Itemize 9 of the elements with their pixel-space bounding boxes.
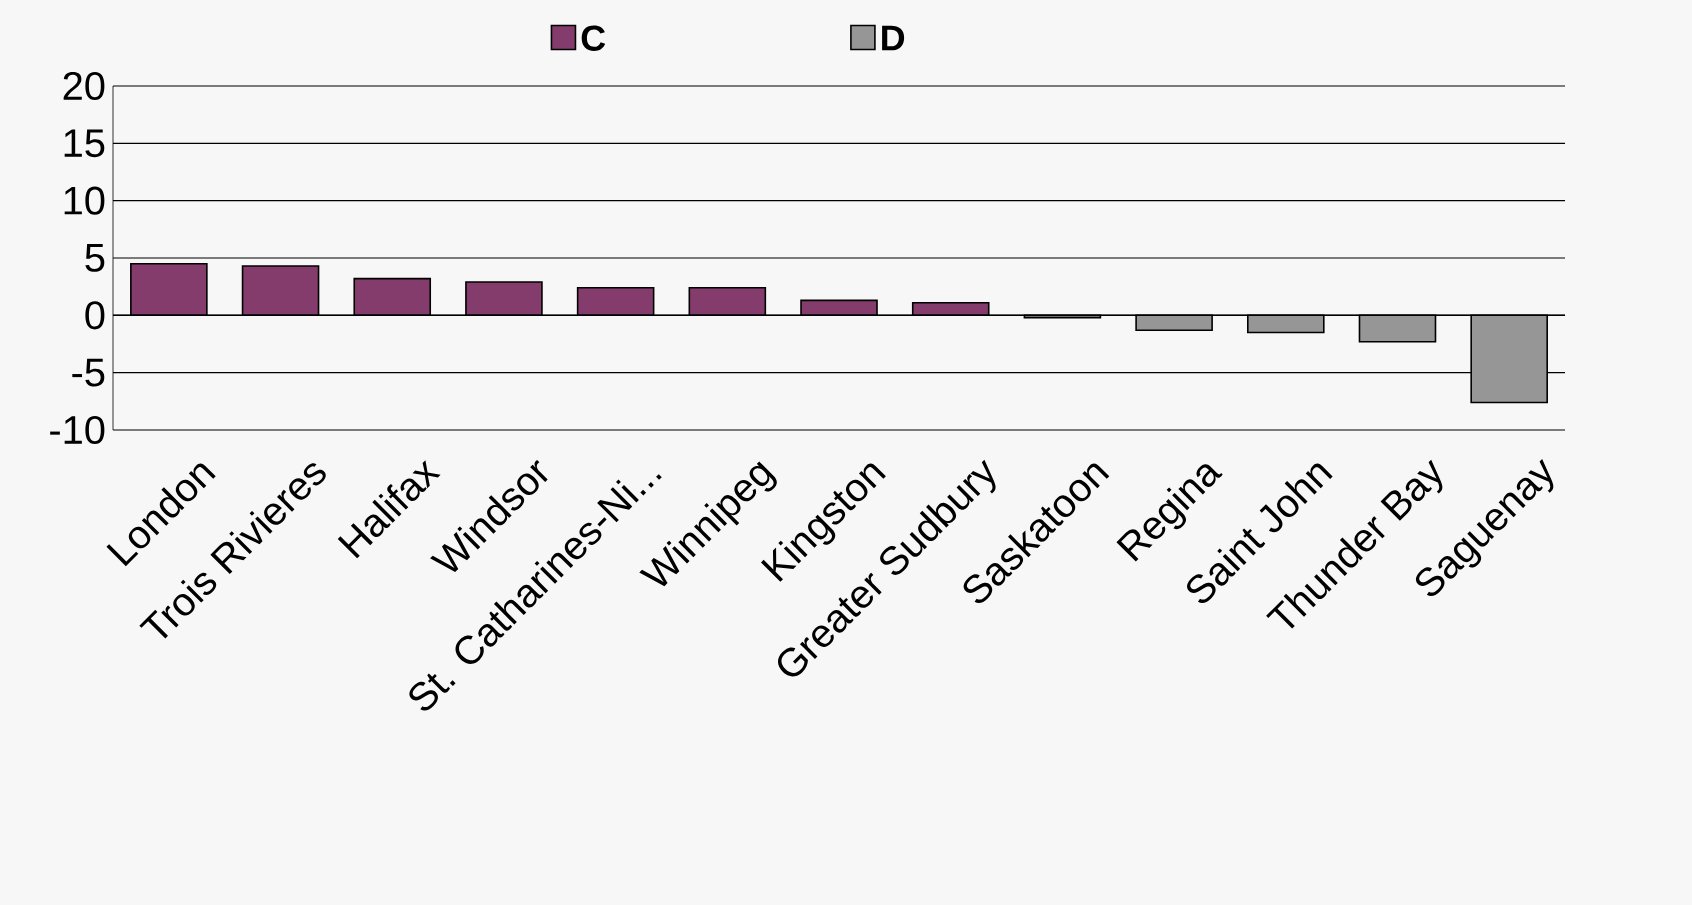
legend-label: D <box>882 25 905 51</box>
y-tick-label: -5 <box>72 358 105 387</box>
y-tick-label: 10 <box>64 186 105 215</box>
y-tick-label: 15 <box>64 129 105 158</box>
legend-label: C <box>581 25 606 51</box>
y-tick-label: 0 <box>85 301 105 330</box>
y-tick-label: -10 <box>50 415 105 445</box>
y-tick-label: 5 <box>85 244 105 272</box>
y-tick-label: 20 <box>63 71 105 101</box>
